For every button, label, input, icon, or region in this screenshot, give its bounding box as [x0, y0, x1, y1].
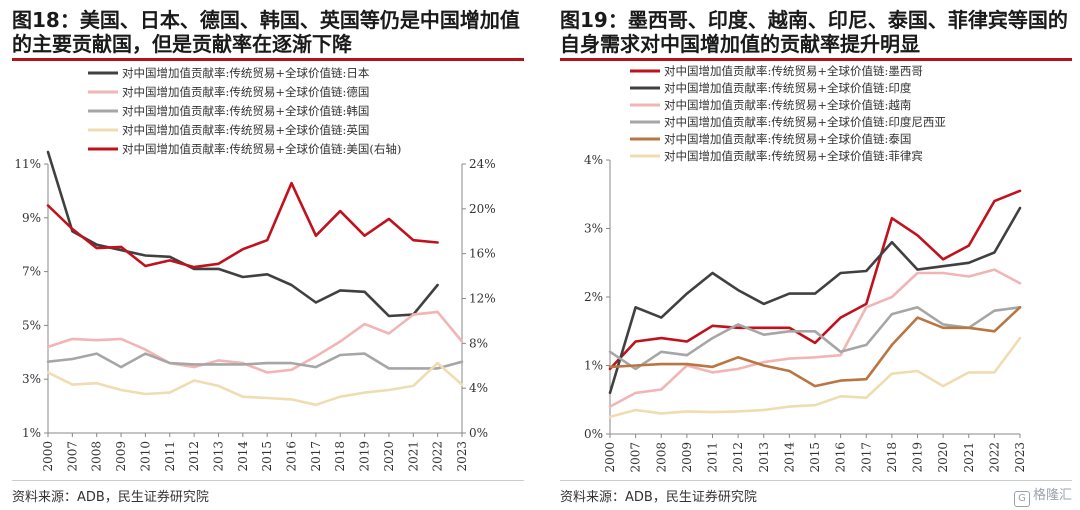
series-line [46, 310, 464, 374]
chart-panel-left: 图18：美国、日本、德国、韩国、英国等仍是中国增加值的主要贡献国，但是贡献率在逐… [12, 8, 524, 505]
x-tick-label: 2018 [333, 441, 347, 472]
y-tick-label: 3% [22, 372, 41, 386]
x-tick-label: 2017 [859, 442, 873, 473]
legend: 对中国增加值贡献率:传统贸易+全球价值链:日本对中国增加值贡献率:传统贸易+全球… [88, 66, 401, 156]
legend-label: 对中国增加值贡献率:传统贸易+全球价值链:越南 [664, 98, 911, 112]
x-tick-label: 2012 [187, 441, 201, 472]
x-tick-label: 2014 [782, 442, 796, 473]
y-tick-label: 11% [14, 157, 41, 171]
series-line [608, 306, 1022, 371]
series-line [608, 189, 1022, 371]
x-tick-label: 2020 [936, 442, 950, 473]
source-note: 资料来源：ADB，民生证券研究院 [12, 490, 209, 505]
axes: 1% 3% 5% 7% 9% 11% 0% 4% 8% 12% 16% 20% 24% 2000 2007 2… [14, 157, 495, 472]
watermark-text: 格隆汇 [1032, 488, 1072, 503]
x-tick-label: 2019 [358, 441, 372, 472]
x-tick-label: 2021 [962, 442, 976, 473]
legend-label: 对中国增加值贡献率:传统贸易+全球价值链:英国 [122, 123, 369, 137]
x-tick-label: 2010 [138, 441, 152, 472]
y-tick-label: 1% [584, 359, 603, 373]
series-line [608, 268, 1022, 408]
footer-divider [12, 480, 524, 481]
x-tick-label: 2009 [680, 442, 694, 473]
y-tick-label: 7% [22, 265, 41, 279]
y-right-tick-label: 8% [469, 336, 488, 350]
x-tick-label: 2016 [285, 441, 299, 472]
x-tick-label: 2022 [431, 441, 445, 472]
x-tick-label: 2016 [834, 442, 848, 473]
x-tick-label: 2020 [382, 441, 396, 472]
y-right-tick-label: 24% [469, 157, 496, 171]
x-tick-label: 2018 [885, 442, 899, 473]
chart-panel-right: 图19：墨西哥、印度、越南、印尼、泰国、菲律宾等国的自身需求对中国增加值的贡献率… [548, 0, 1080, 510]
legend-label: 对中国增加值贡献率:传统贸易+全球价值链:韩国 [122, 104, 369, 118]
series-line [608, 206, 1022, 395]
legend-label: 对中国增加值贡献率:传统贸易+全球价值链:墨西哥 [664, 64, 923, 78]
x-tick-label: 2011 [163, 441, 177, 472]
x-tick-label: 2012 [731, 442, 745, 473]
x-tick-label: 2000 [603, 442, 617, 473]
x-tick-label: 2015 [260, 441, 274, 472]
series-line [608, 336, 1022, 419]
y-right-tick-label: 12% [469, 292, 496, 306]
watermark-logo: G 格隆汇 [1013, 484, 1072, 507]
legend-label: 对中国增加值贡献率:传统贸易+全球价值链:印度尼西亚 [664, 115, 946, 129]
series-line [46, 150, 439, 318]
x-tick-label: 2008 [654, 442, 668, 473]
y-tick-label: 4% [584, 153, 603, 167]
legend-label: 对中国增加值贡献率:传统贸易+全球价值链:德国 [122, 85, 369, 99]
x-tick-label: 2011 [706, 442, 720, 473]
logo-icon: G [1013, 491, 1030, 507]
y-right-tick-label: 0% [469, 426, 488, 440]
x-tick-label: 2014 [236, 441, 250, 472]
series-line [46, 181, 439, 269]
legend-label: 对中国增加值贡献率:传统贸易+全球价值链:菲律宾 [664, 149, 923, 163]
line-chart-figure19: 对中国增加值贡献率:传统贸易+全球价值链:墨西哥对中国增加值贡献率:传统贸易+全… [584, 64, 1027, 473]
x-tick-label: 2007 [629, 442, 643, 473]
y-tick-label: 3% [584, 222, 603, 236]
series-line [46, 361, 464, 407]
x-tick-label: 2013 [757, 442, 771, 473]
footer-divider [560, 480, 1072, 481]
title-underline [560, 58, 1072, 61]
x-tick-label: 2022 [987, 442, 1001, 473]
y-tick-label: 9% [22, 211, 41, 225]
y-tick-label: 5% [22, 318, 41, 332]
legend-label: 对中国增加值贡献率:传统贸易+全球价值链:印度 [664, 81, 912, 95]
x-tick-label: 2013 [211, 441, 225, 472]
y-right-tick-label: 4% [469, 381, 488, 395]
title-underline [12, 58, 524, 61]
legend-label: 对中国增加值贡献率:传统贸易+全球价值链:泰国 [664, 132, 911, 146]
x-tick-label: 2019 [911, 442, 925, 473]
y-right-tick-label: 20% [469, 202, 496, 216]
figure-title: 图19：墨西哥、印度、越南、印尼、泰国、菲律宾等国的自身需求对中国增加值的贡献率… [560, 8, 1068, 56]
x-tick-label: 2021 [406, 441, 420, 472]
y-tick-label: 0% [584, 427, 603, 441]
line-chart-figure18: 对中国增加值贡献率:传统贸易+全球价值链:日本对中国增加值贡献率:传统贸易+全球… [14, 66, 495, 472]
x-tick-label: 2017 [309, 441, 323, 472]
figure-title: 图18：美国、日本、德国、韩国、英国等仍是中国增加值的主要贡献国，但是贡献率在逐… [12, 8, 520, 56]
x-tick-label: 2008 [90, 441, 104, 472]
x-tick-label: 2000 [41, 441, 55, 472]
x-tick-label: 2023 [455, 441, 469, 472]
y-tick-label: 1% [22, 426, 41, 440]
x-tick-label: 2009 [114, 441, 128, 472]
series-line [46, 352, 464, 370]
axes: 0% 1% 2% 3% 4% 2000 2007 2008 2009 2011 2012 2013 20… [584, 153, 1027, 473]
series-line [608, 306, 1022, 388]
x-tick-label: 2007 [65, 441, 79, 472]
x-tick-label: 2015 [808, 442, 822, 473]
y-right-tick-label: 16% [469, 247, 496, 261]
x-tick-label: 2023 [1013, 442, 1027, 473]
legend: 对中国增加值贡献率:传统贸易+全球价值链:墨西哥对中国增加值贡献率:传统贸易+全… [630, 64, 946, 163]
y-tick-label: 2% [584, 290, 603, 304]
legend-label: 对中国增加值贡献率:传统贸易+全球价值链:美国(右轴) [122, 142, 401, 156]
legend-label: 对中国增加值贡献率:传统贸易+全球价值链:日本 [122, 66, 370, 80]
source-note: 资料来源：ADB，民生证券研究院 [560, 490, 757, 505]
